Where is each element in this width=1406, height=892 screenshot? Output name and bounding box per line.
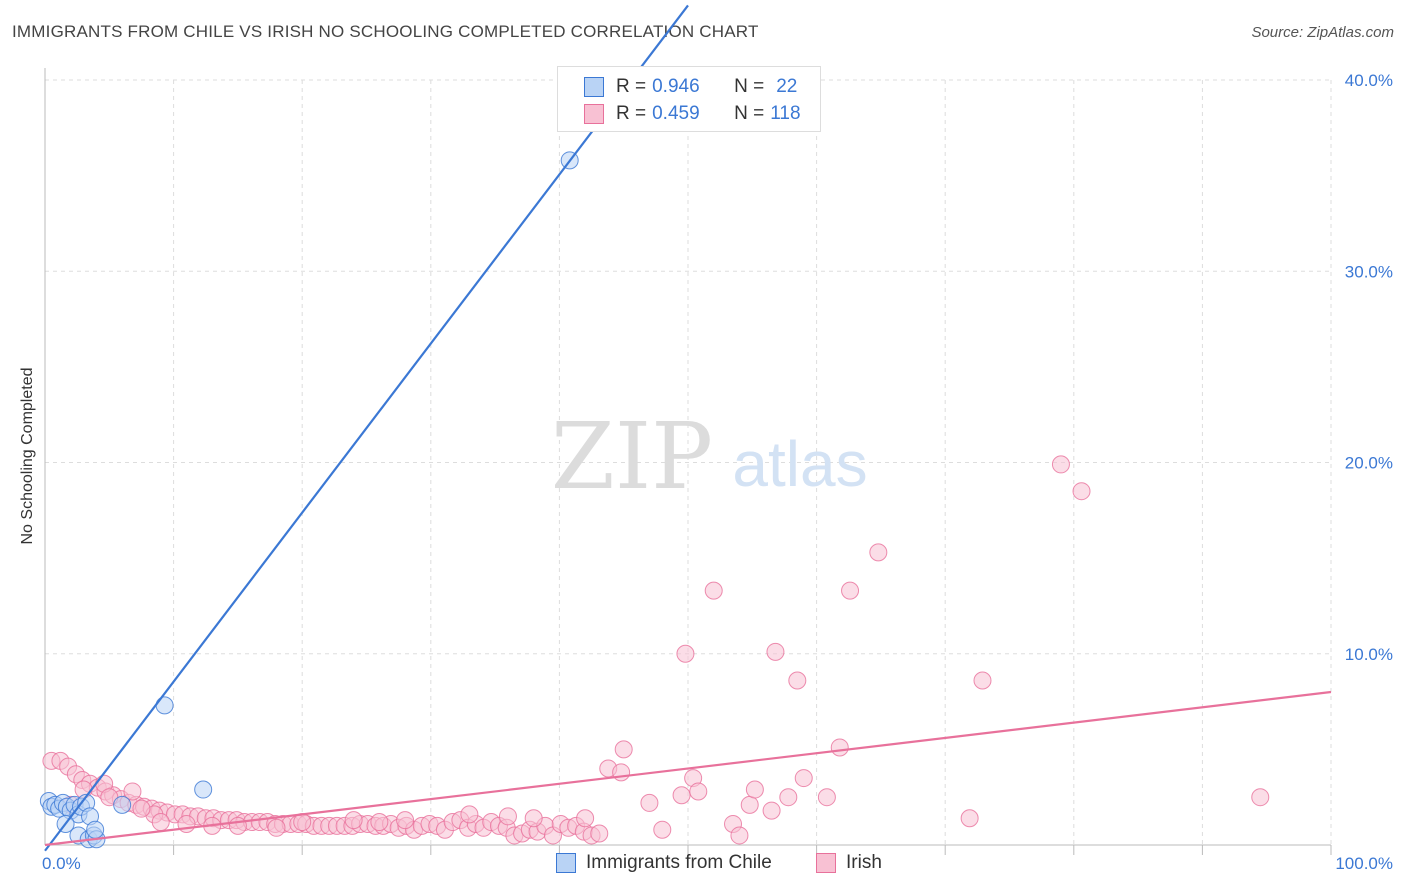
irish-point [344, 811, 363, 830]
irish-point [1072, 482, 1091, 501]
legend-item-irish: Irish [816, 852, 882, 874]
irish-point [817, 788, 836, 807]
irish-point [960, 809, 979, 828]
trendlines [44, 4, 1332, 852]
y-tick-label: 10.0% [1345, 645, 1393, 664]
irish-point [640, 793, 659, 812]
irish-point [370, 813, 389, 832]
irish-point [1251, 788, 1270, 807]
axes [44, 68, 1332, 855]
irish-point [779, 788, 798, 807]
irish-point [228, 816, 247, 835]
irish-point [841, 581, 860, 600]
r-value: 0.459 [652, 103, 700, 124]
irish-point [1051, 455, 1070, 474]
irish-trendline [44, 690, 1332, 847]
y-tick-label: 30.0% [1345, 262, 1393, 281]
irish-point [590, 824, 609, 843]
irish-point [730, 826, 749, 845]
tick-labels: 10.0% 20.0% 30.0% 40.0% 0.0% 100.0% [42, 71, 1393, 873]
irish-point [267, 818, 286, 837]
n-value: 118 [770, 103, 801, 124]
irish-point [740, 795, 759, 814]
watermark: ZIP atlas [551, 403, 868, 510]
irish-point [794, 769, 813, 788]
y-axis-label: No Schooling Completed [19, 367, 36, 545]
irish-point [524, 809, 543, 828]
source-credit: Source: ZipAtlas.com [1251, 24, 1394, 41]
legend-swatch-irish [816, 853, 836, 873]
irish-point [745, 780, 764, 799]
legend-row-chile: R = 0.946 N = 22 [584, 75, 797, 99]
irish-point [766, 642, 785, 661]
legend-row-irish: R = 0.459 N = 118 [584, 102, 801, 126]
irish-point [762, 801, 781, 820]
n-label: N = [734, 76, 765, 97]
n-value: 22 [776, 76, 798, 97]
irish-point [396, 811, 415, 830]
chart-title: IMMIGRANTS FROM CHILE VS IRISH NO SCHOOL… [12, 22, 759, 41]
watermark-zip: ZIP [551, 403, 713, 510]
irish-point [973, 671, 992, 690]
legend-swatch-irish [584, 104, 604, 124]
y-tick-label: 20.0% [1345, 454, 1393, 473]
irish-point [830, 738, 849, 757]
chile-point [194, 780, 213, 799]
irish-point [460, 805, 479, 824]
correlation-legend: R = 0.946 N = 22 R = 0.459 N = 118 [557, 66, 821, 132]
watermark-atlas: atlas [732, 428, 867, 500]
irish-point [653, 820, 672, 839]
chile-trendline [44, 4, 689, 852]
r-label: R = [616, 76, 647, 97]
irish-point [132, 799, 151, 818]
series-legend: Immigrants from Chile Irish [0, 852, 1406, 876]
irish-point [676, 644, 695, 663]
irish-point [689, 782, 708, 801]
irish-point [498, 807, 517, 826]
n-label: N = [734, 103, 765, 124]
legend-swatch-chile [584, 77, 604, 97]
r-label: R = [616, 103, 647, 124]
r-value: 0.946 [652, 76, 700, 97]
legend-label-irish: Irish [846, 852, 882, 873]
legend-item-chile: Immigrants from Chile [556, 852, 772, 874]
irish-point [704, 581, 723, 600]
y-tick-label: 40.0% [1345, 71, 1393, 90]
irish-point [614, 740, 633, 759]
x-tick-label: 100.0% [1335, 854, 1393, 873]
irish-point [612, 763, 631, 782]
legend-swatch-chile [556, 853, 576, 873]
irish-point [151, 813, 170, 832]
irish-point [788, 671, 807, 690]
legend-label-chile: Immigrants from Chile [586, 852, 772, 873]
irish-point [672, 786, 691, 805]
x-tick-label: 0.0% [42, 854, 81, 873]
irish-point [869, 543, 888, 562]
chile-point [86, 820, 105, 839]
irish-point [123, 782, 142, 801]
chile-point [155, 696, 174, 715]
irish-point [576, 809, 595, 828]
chile-point [113, 795, 132, 814]
